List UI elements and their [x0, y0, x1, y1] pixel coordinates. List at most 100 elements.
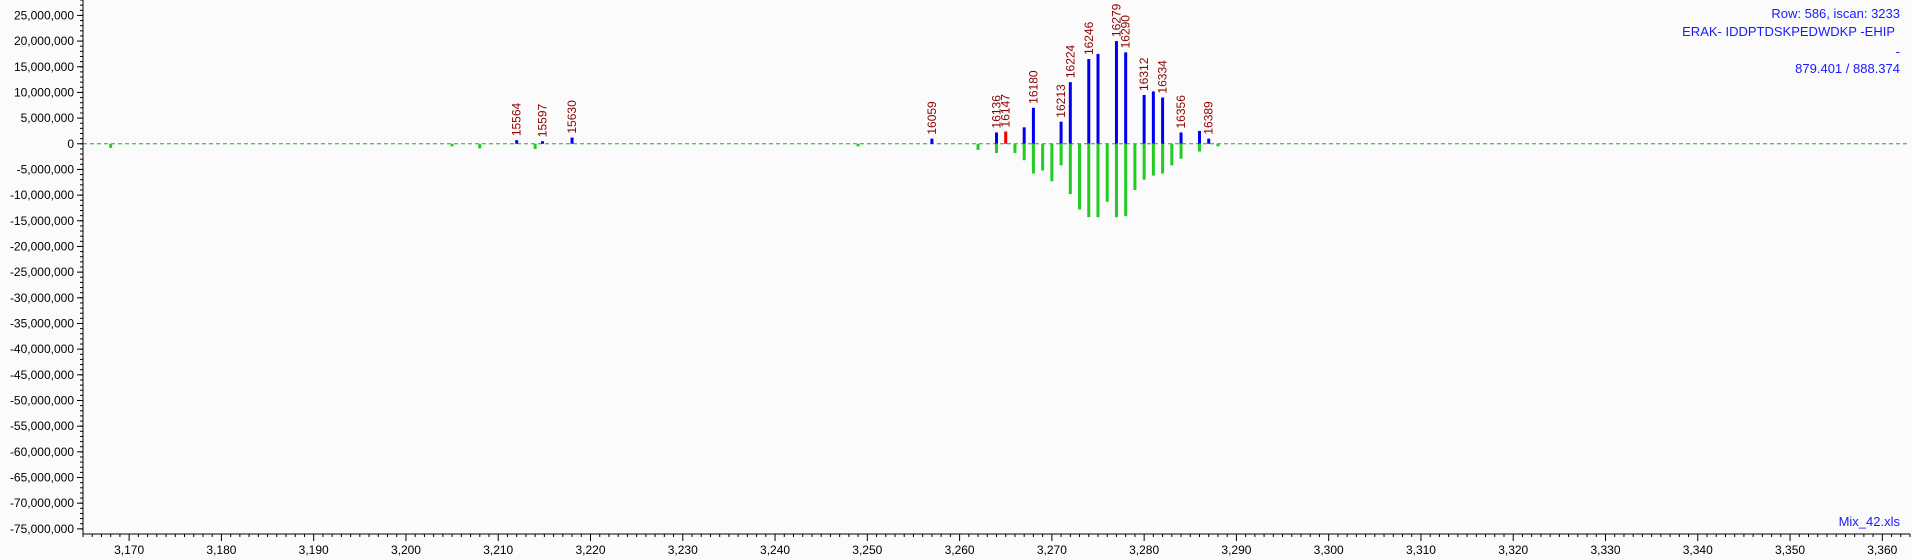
spectrum-bar: [1031, 107, 1035, 144]
x-tick-label: 3,300: [1314, 543, 1344, 557]
x-tick-label: 3,180: [206, 543, 236, 557]
info-row-scan: Row: 586, iscan: 3233: [1771, 6, 1900, 21]
peak-label: 16312: [1137, 57, 1151, 91]
spectrum-bar: [533, 143, 537, 149]
spectrum-bar: [1004, 131, 1008, 144]
peak-label: 16334: [1156, 60, 1170, 94]
spectrum-bar: [1078, 143, 1082, 210]
y-tick-label: 10,000,000: [14, 85, 74, 99]
spectrum-bar: [1114, 41, 1118, 144]
x-tick-label: 3,360: [1867, 543, 1897, 557]
bars-layer: [109, 41, 1220, 218]
spectrum-bar: [856, 143, 860, 147]
y-tick-label: -35,000,000: [10, 316, 74, 330]
spectrum-bar: [1105, 143, 1109, 202]
info-sequence: ERAK- IDDPTDSKPEDWDKP -EHIP: [1682, 24, 1895, 39]
y-tick-label: -5,000,000: [17, 162, 75, 176]
x-tick-label: 3,310: [1406, 543, 1436, 557]
peak-label: 15597: [536, 104, 550, 138]
spectrum-bar: [1096, 53, 1100, 144]
spectrum-bar: [976, 143, 980, 150]
spectrum-bar: [1050, 143, 1054, 182]
x-tick-label: 3,190: [299, 543, 329, 557]
y-tick-label: -40,000,000: [10, 342, 74, 356]
spectrum-bar: [1087, 59, 1091, 144]
x-tick-label: 3,320: [1498, 543, 1528, 557]
peak-label: 16356: [1174, 95, 1188, 129]
spectrum-bar: [1124, 143, 1128, 217]
y-tick-label: 0: [67, 137, 74, 151]
spectrum-bar: [478, 143, 482, 149]
peak-label: 16136: [990, 95, 1004, 129]
y-tick-label: -20,000,000: [10, 239, 74, 253]
spectrum-bar: [1096, 143, 1100, 218]
peak-labels-layer: 15564 15597 15630 16059 16136 16180 16213 16224…: [510, 3, 1216, 137]
x-tick-label: 3,250: [852, 543, 882, 557]
spectrum-bar: [1133, 143, 1137, 190]
axes-layer: [82, 0, 1910, 535]
spectrum-bar: [109, 143, 113, 148]
x-tick-label: 3,240: [760, 543, 790, 557]
peak-label: 15564: [510, 102, 524, 136]
y-tick-label: 25,000,000: [14, 8, 74, 22]
peak-label: 16059: [925, 101, 939, 135]
spectrum-bar: [570, 137, 574, 144]
spectrum-bar: [1068, 82, 1072, 144]
x-ticks-layer: 3,170 3,180 3,190 3,200 3,210 3,220 3,230 3,240…: [82, 534, 1911, 557]
peak-label: 16213: [1054, 84, 1068, 118]
spectrum-bar: [1179, 132, 1183, 144]
spectrum-bar: [1216, 143, 1220, 147]
spectrum-bar: [1142, 94, 1146, 144]
spectrum-bar: [1022, 127, 1026, 144]
x-tick-label: 3,230: [668, 543, 698, 557]
spectrum-bar: [1198, 143, 1201, 152]
y-tick-label: -60,000,000: [10, 445, 74, 459]
y-tick-label: -45,000,000: [10, 368, 74, 382]
x-tick-label: 3,290: [1221, 543, 1251, 557]
y-tick-label: -30,000,000: [10, 291, 74, 305]
spectrum-bar: [541, 141, 545, 144]
x-tick-label: 3,350: [1775, 543, 1805, 557]
peak-label: 16224: [1063, 44, 1077, 78]
spectrum-bar: [1114, 143, 1118, 218]
peak-label: 16246: [1082, 21, 1096, 55]
spectrum-bar: [1151, 91, 1155, 144]
peak-label: 16389: [1202, 101, 1216, 135]
spectrum-bar: [1198, 130, 1201, 144]
spectrum-bar: [1068, 143, 1072, 195]
x-tick-label: 3,200: [391, 543, 421, 557]
spectrum-bar: [1161, 143, 1165, 174]
peak-label: 15630: [565, 100, 579, 134]
x-tick-label: 3,330: [1590, 543, 1620, 557]
y-tick-label: -25,000,000: [10, 265, 74, 279]
spectrum-bar: [1041, 143, 1045, 171]
spectrum-bar: [995, 143, 998, 154]
spectrum-bar: [995, 132, 998, 144]
spectrum-bar: [1161, 97, 1165, 144]
spectrum-bar: [1013, 143, 1017, 154]
spectrum-bar: [1059, 121, 1063, 144]
y-tick-label: -50,000,000: [10, 394, 74, 408]
spectrum-bar: [1151, 143, 1155, 176]
spectrum-bar: [450, 143, 454, 147]
info-panel: Row: 586, iscan: 3233 ERAK- IDDPTDSKPEDW…: [1682, 6, 1900, 529]
spectrum-bar: [1142, 143, 1146, 180]
spectrum-bar: [1207, 138, 1211, 144]
spectrum-bar: [1022, 143, 1026, 161]
y-tick-label: 15,000,000: [14, 60, 74, 74]
spectrum-bar: [1179, 143, 1183, 159]
y-tick-label: -15,000,000: [10, 214, 74, 228]
y-tick-label: -55,000,000: [10, 419, 74, 433]
file-name: Mix_42.xls: [1839, 514, 1901, 529]
y-tick-label: -75,000,000: [10, 522, 74, 536]
x-tick-label: 3,280: [1129, 543, 1159, 557]
y-tick-label: -70,000,000: [10, 496, 74, 510]
spectrum-bar: [1170, 143, 1174, 166]
info-mz-values: 879.401 / 888.374: [1795, 61, 1900, 76]
y-tick-label: 5,000,000: [21, 111, 75, 125]
peak-label: 16279: [1109, 3, 1123, 37]
x-tick-label: 3,270: [1037, 543, 1067, 557]
peak-label: 16290: [1119, 15, 1133, 49]
